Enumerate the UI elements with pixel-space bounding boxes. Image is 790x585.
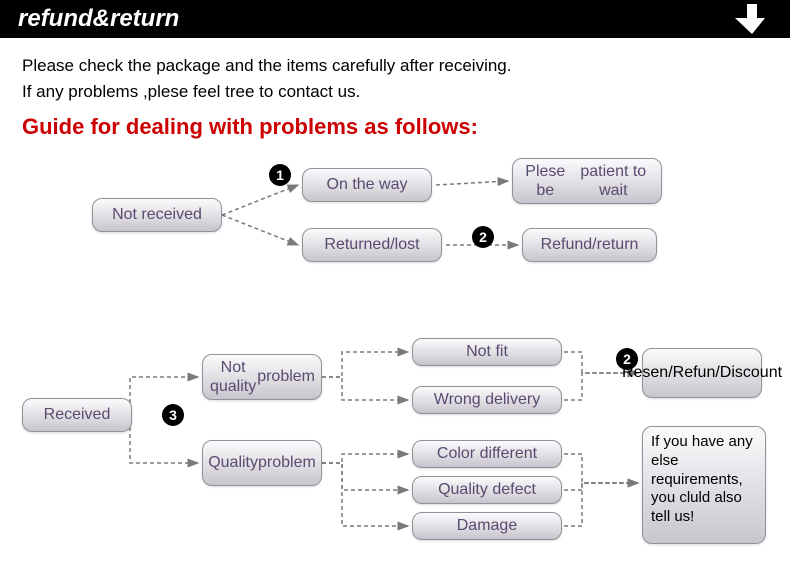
node-on-the-way: On the way — [302, 168, 432, 202]
badge-b1: 1 — [269, 164, 291, 186]
node-plese-be: Plese bepatient to wait — [512, 158, 662, 204]
intro-line-1: Please check the package and the items c… — [22, 56, 768, 76]
content-area: Please check the package and the items c… — [0, 38, 790, 568]
node-received: Received — [22, 398, 132, 432]
badge-b4: 2 — [616, 348, 638, 370]
page-title: refund&return — [18, 5, 179, 33]
node-not-received: Not received — [92, 198, 222, 232]
node-tell-us: If you have any else requirements, you c… — [642, 426, 766, 544]
node-not-quality: Not qualityproblem — [202, 354, 322, 400]
arrow-down-icon — [732, 0, 772, 38]
node-color-diff: Color different — [412, 440, 562, 468]
guide-heading: Guide for dealing with problems as follo… — [22, 114, 768, 140]
badge-b2: 2 — [472, 226, 494, 248]
node-damage: Damage — [412, 512, 562, 540]
intro-line-2: If any problems ,plese feel tree to cont… — [22, 82, 768, 102]
node-returned-lost: Returned/lost — [302, 228, 442, 262]
node-refund-return: Refund/return — [522, 228, 657, 262]
node-not-fit: Not fit — [412, 338, 562, 366]
flowchart: Not received On the way Returned/lost Plese… — [22, 158, 768, 568]
node-wrong-delivery: Wrong delivery — [412, 386, 562, 414]
badge-b3: 3 — [162, 404, 184, 426]
header-bar: refund&return — [0, 0, 790, 38]
node-quality: Qualityproblem — [202, 440, 322, 486]
node-resen: Resen/Refun/Discount — [642, 348, 762, 398]
node-quality-defect: Quality defect — [412, 476, 562, 504]
